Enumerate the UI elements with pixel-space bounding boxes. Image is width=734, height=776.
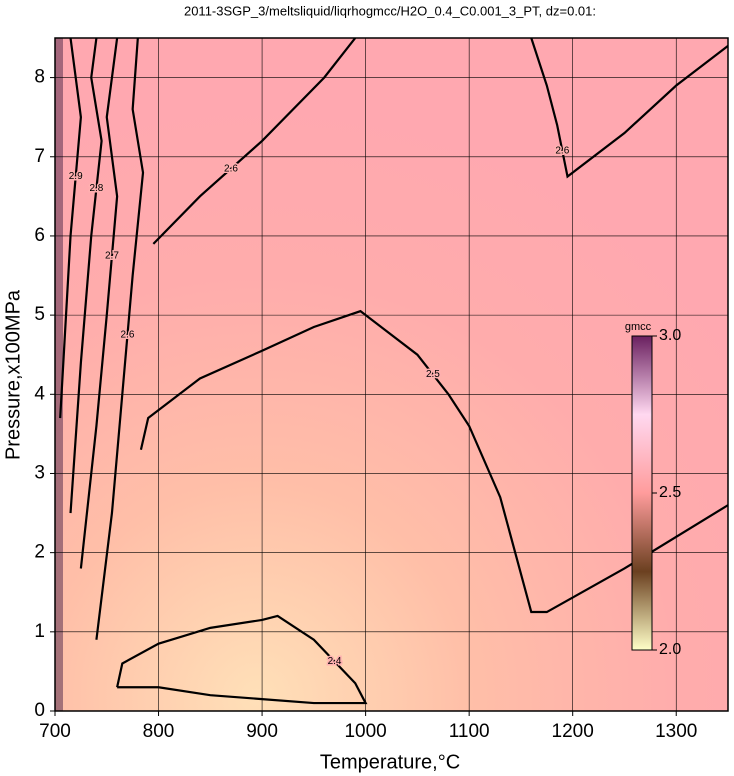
x-axis-label: Temperature,°C — [320, 751, 460, 773]
y-tick-label: 2 — [34, 542, 45, 563]
contour-line — [116, 614, 368, 705]
y-tick-label: 0 — [34, 700, 45, 721]
y-tick-label: 3 — [34, 462, 45, 483]
y-axis-label: Pressure,x100MPa — [2, 289, 24, 460]
x-tick-label: 1300 — [655, 721, 697, 742]
x-tick-label: 1200 — [552, 721, 594, 742]
colorbar — [631, 335, 653, 651]
y-tick-label: 6 — [34, 225, 45, 246]
y-tick-label: 7 — [34, 146, 45, 167]
contour-label: 2.4 — [328, 656, 342, 667]
colorbar-ticks: 2.0 2.5 3.0 — [652, 327, 681, 658]
y-tick-label: 8 — [34, 67, 45, 88]
contour-line — [95, 38, 145, 640]
plot-background — [55, 38, 728, 711]
contour-line — [69, 38, 103, 514]
x-tick-label: 700 — [39, 721, 71, 742]
contour-line — [139, 309, 728, 614]
x-tick-label: 900 — [246, 721, 278, 742]
contour-label: 2.6 — [121, 330, 135, 341]
grid — [54, 38, 728, 712]
colorbar-label: gmcc — [625, 321, 652, 333]
y-tick-label: 5 — [34, 304, 45, 325]
contour-line — [530, 38, 728, 179]
contours: 2.4 2.5 2.6 2.6 2.6 2.7 2.8 2.9 — [59, 38, 728, 705]
contour-label: 2.6 — [555, 145, 569, 156]
colorbar-tick-label: 3.0 — [659, 327, 681, 344]
colorbar-tick-label: 2.0 — [659, 641, 681, 658]
y-tick-label: 1 — [34, 621, 45, 642]
contour-label: 2.7 — [105, 250, 119, 261]
contour-label: 2.8 — [89, 183, 103, 194]
contour-label: 2.5 — [426, 369, 440, 380]
contour-label: 2.9 — [69, 171, 83, 182]
dense-region — [55, 38, 63, 711]
contour-line — [152, 38, 357, 245]
colorbar-tick-label: 2.5 — [659, 484, 681, 501]
chart-title: 2011-3SGP_3/meltsliquid/liqrhogmcc/H2O_0… — [184, 3, 596, 18]
plot-frame — [54, 37, 729, 712]
contour-line — [59, 38, 82, 419]
contour-line — [79, 38, 119, 569]
x-tick-label: 800 — [143, 721, 175, 742]
contour-label: 2.6 — [224, 163, 238, 174]
x-tick-label: 1000 — [344, 721, 386, 742]
x-tick-label: 1100 — [449, 721, 490, 742]
y-tick-label: 4 — [34, 383, 45, 404]
